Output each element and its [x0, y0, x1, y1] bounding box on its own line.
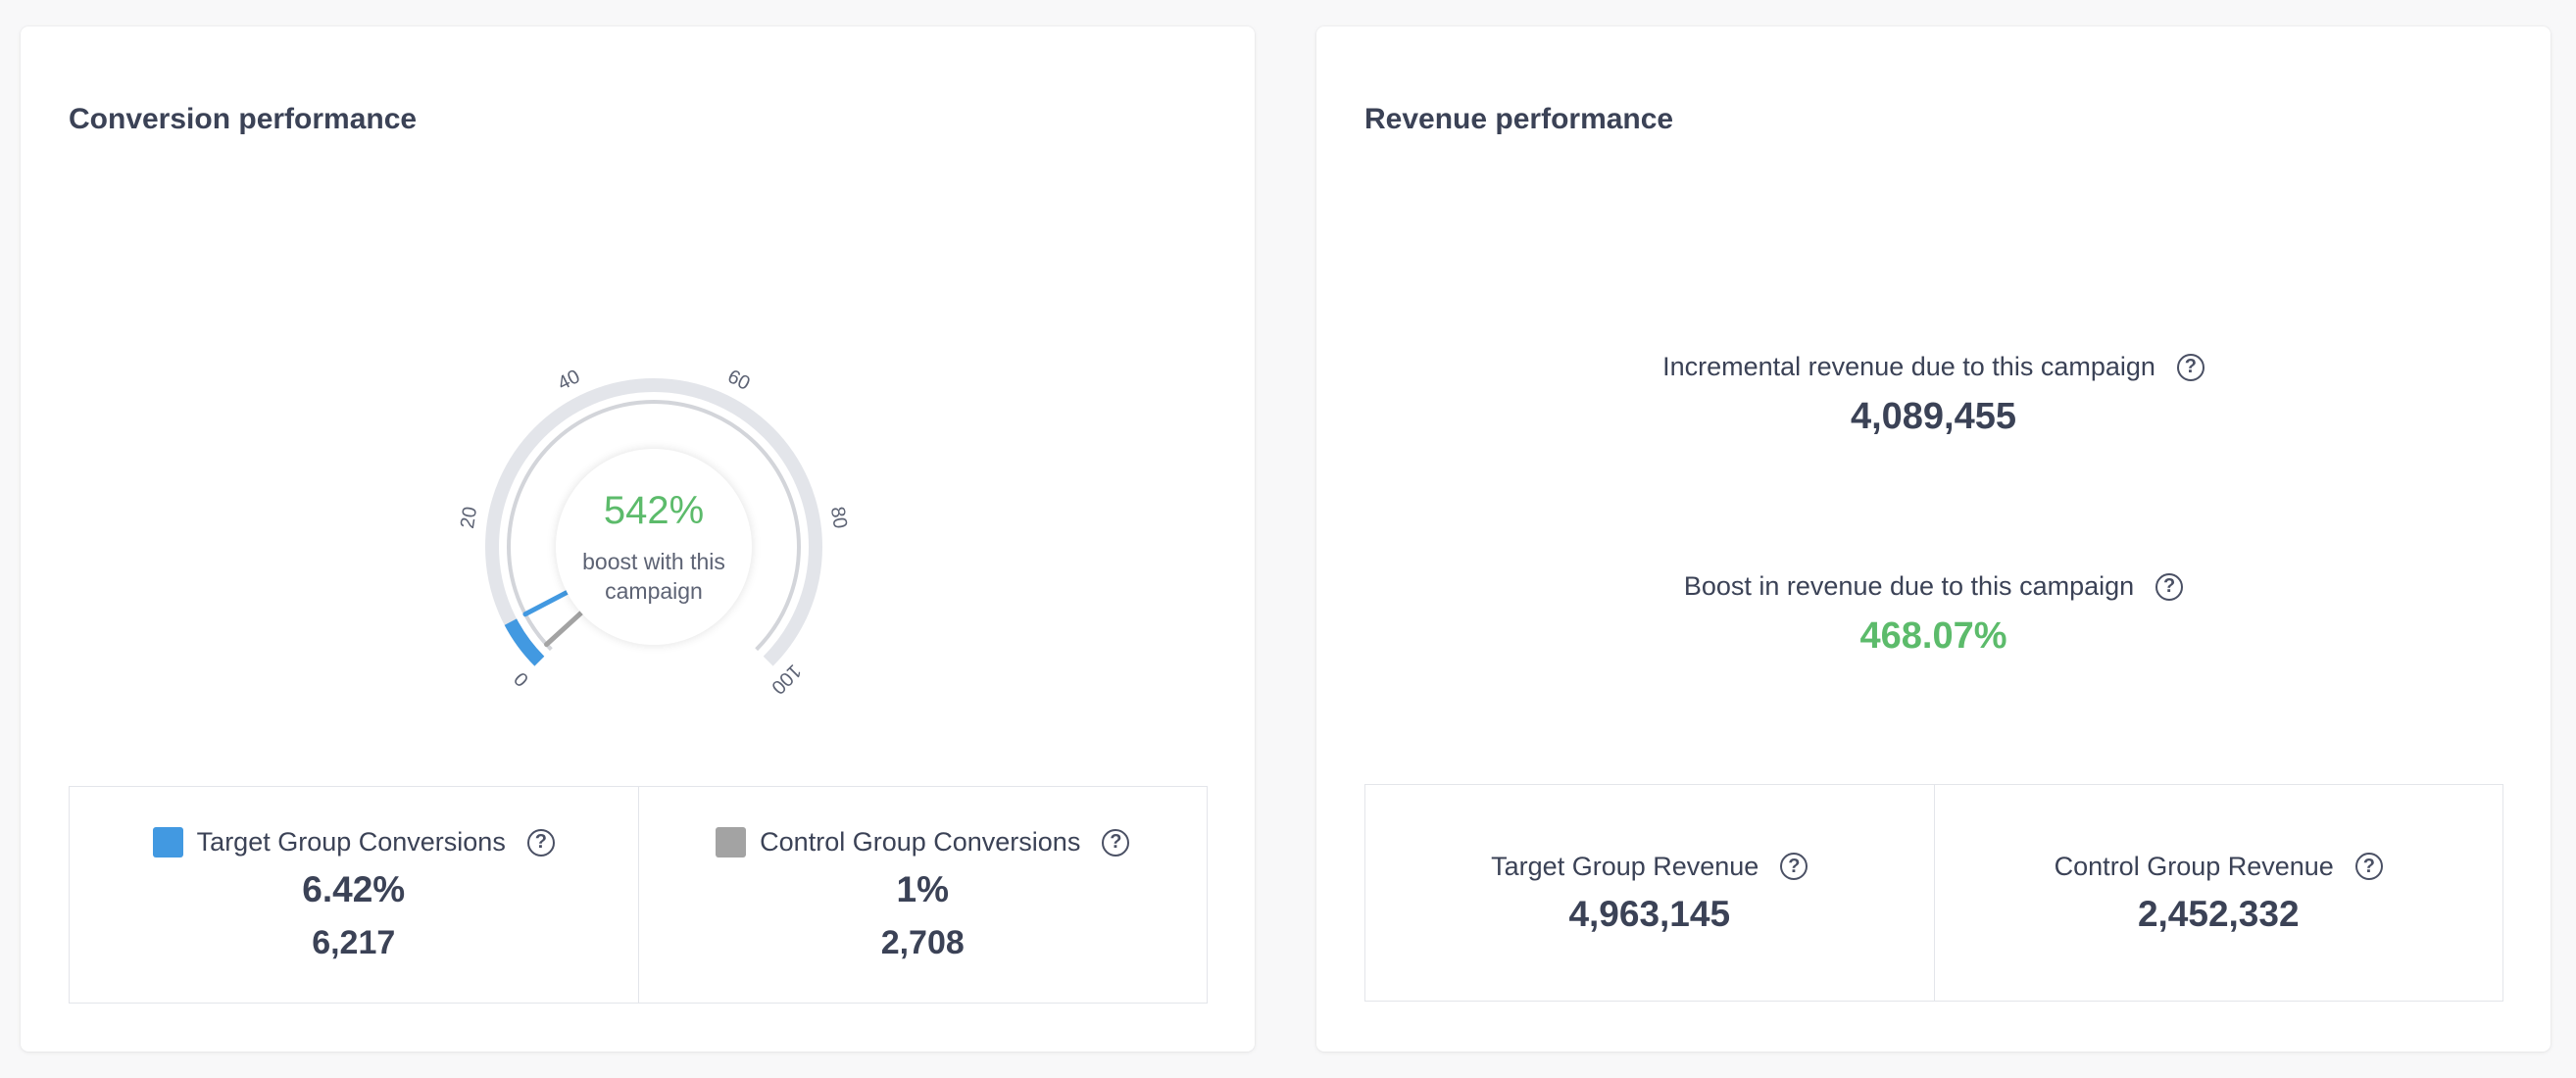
question-circle-icon[interactable]: ? [2176, 353, 2204, 381]
question-circle-icon[interactable]: ? [2354, 853, 2383, 880]
conversion-gauge: 0 20 40 60 80 100 542% boost with this campai… [432, 325, 883, 737]
control-group-revenue: Control Group Revenue ? 2,452,332 [1933, 785, 2503, 1001]
target-group-conversions: Target Group Conversions ? 6.42% 6,217 [70, 787, 638, 1003]
revenue-boost-value: 468.07% [1859, 615, 2007, 657]
control-conversions-label: Control Group Conversions [760, 827, 1081, 857]
gauge-boost-value: 542% [603, 488, 705, 532]
gauge-center: 542% boost with this campaign [556, 449, 752, 645]
revenue-boost-label: Boost in revenue due to this campaign [1683, 571, 2135, 601]
incremental-revenue: Incremental revenue due to this campaign… [1316, 352, 2551, 438]
target-conversion-count: 6,217 [312, 924, 396, 961]
gauge-tick-label: 40 [555, 366, 584, 395]
control-conversion-rate: 1% [896, 869, 949, 909]
control-revenue-label: Control Group Revenue [2054, 851, 2334, 881]
target-legend-swatch [152, 827, 183, 858]
question-circle-icon[interactable]: ? [526, 828, 555, 857]
control-conversion-count: 2,708 [880, 924, 965, 961]
question-circle-icon[interactable]: ? [1780, 853, 1808, 880]
gauge-outer-track [485, 378, 822, 666]
conversion-performance-card: Conversion performance 0 20 40 60 80 100 542%… [21, 26, 1255, 1052]
gauge-inner-track [507, 400, 801, 652]
control-legend-swatch [716, 827, 747, 858]
gauge-tick-label: 60 [724, 366, 754, 395]
incremental-revenue-label: Incremental revenue due to this campaign [1662, 352, 2155, 381]
target-revenue-value: 4,963,145 [1568, 893, 1731, 934]
incremental-revenue-value: 4,089,455 [1850, 396, 2017, 437]
revenue-boost: Boost in revenue due to this campaign ? … [1316, 571, 2551, 658]
card-title: Conversion performance [69, 103, 418, 135]
gauge-tick-label: 80 [826, 505, 851, 529]
gauge-tick-label: 0 [510, 667, 532, 690]
gauge-target-arc [504, 618, 545, 666]
gauge-tick-label: 20 [457, 505, 481, 529]
question-circle-icon[interactable]: ? [1102, 828, 1130, 857]
control-revenue-value: 2,452,332 [2137, 893, 2300, 934]
target-conversions-label: Target Group Conversions [196, 827, 506, 857]
question-circle-icon[interactable]: ? [2155, 572, 2184, 601]
revenue-stats: Target Group Revenue ? 4,963,145 Control… [1364, 784, 2503, 1002]
gauge-caption: boost with this campaign [582, 548, 725, 604]
target-revenue-label: Target Group Revenue [1491, 851, 1759, 881]
conversion-stats: Target Group Conversions ? 6.42% 6,217 C… [69, 786, 1208, 1004]
target-conversion-rate: 6.42% [302, 869, 406, 909]
card-title: Revenue performance [1364, 103, 1674, 135]
control-group-conversions: Control Group Conversions ? 1% 2,708 [637, 787, 1208, 1003]
revenue-performance-card: Revenue performance Incremental revenue … [1316, 26, 2551, 1052]
target-group-revenue: Target Group Revenue ? 4,963,145 [1365, 785, 1934, 1001]
